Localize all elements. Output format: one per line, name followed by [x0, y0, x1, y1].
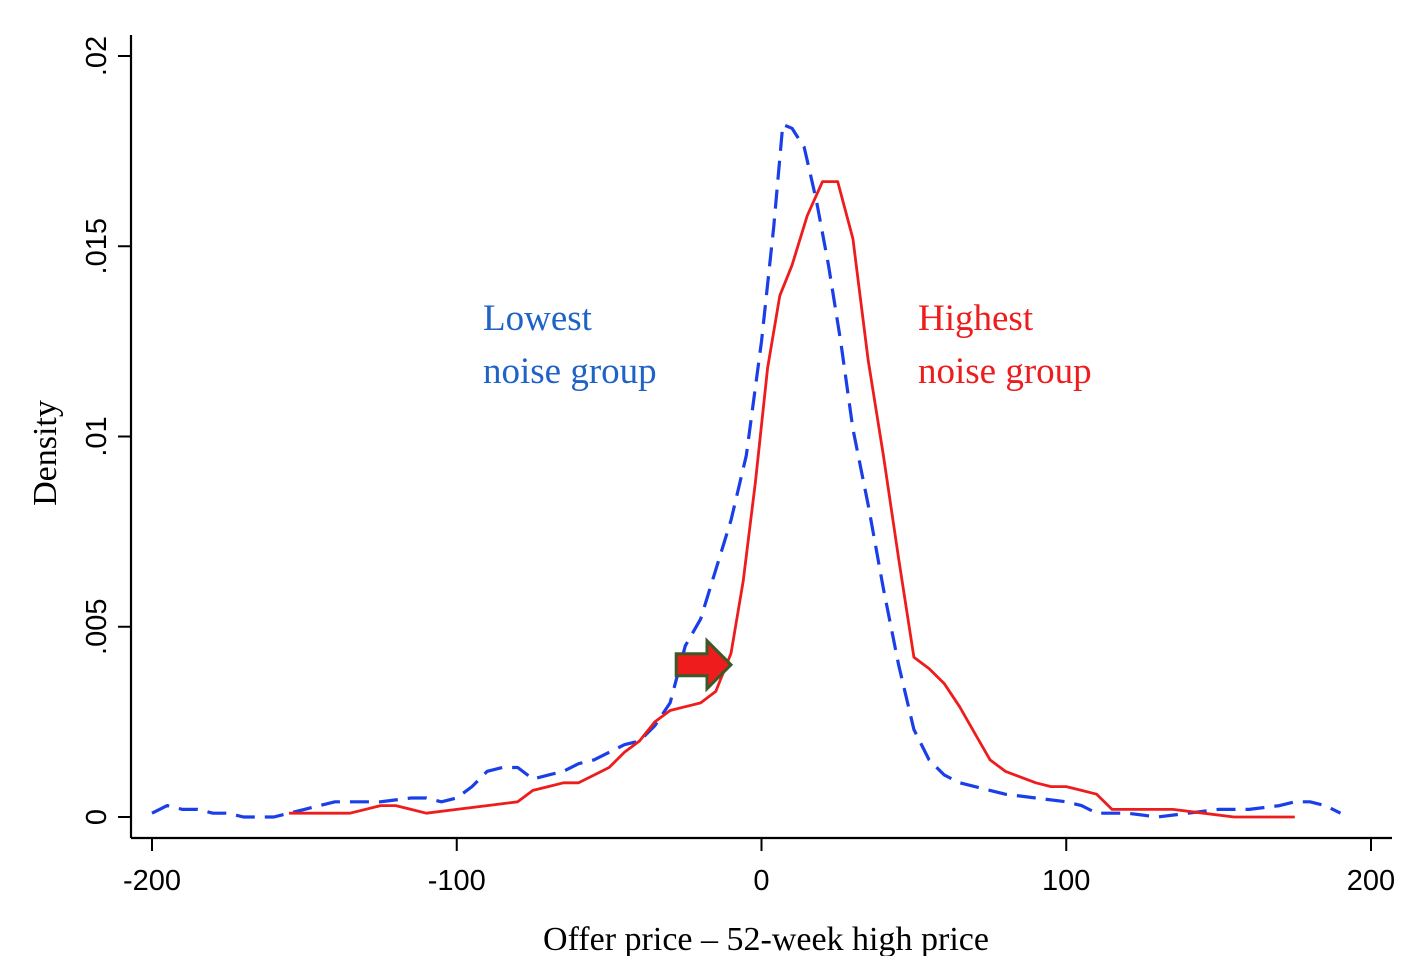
series-label-lowest-line1: Lowest — [483, 298, 593, 339]
series-label-lowest-line2: noise group — [483, 351, 657, 392]
y-axis-title: Density — [27, 400, 64, 506]
x-tick-label: -200 — [123, 865, 181, 897]
x-tick-label: 100 — [1042, 865, 1090, 897]
x-tick-label: 0 — [753, 865, 769, 897]
x-tick-label: 200 — [1347, 865, 1395, 897]
y-tick-label: .005 — [81, 599, 113, 655]
annotation-layer — [674, 637, 734, 693]
series-layer — [151, 122, 1342, 819]
x-tick-label: -100 — [428, 865, 486, 897]
x-axis-title: Offer price – 52-week high price — [543, 921, 989, 956]
y-tick-label: .02 — [81, 36, 113, 76]
x-ticks: -200 -100 0 100 200 — [123, 838, 1395, 897]
y-tick-label: 0 — [81, 809, 113, 825]
y-tick-label: .015 — [81, 218, 113, 274]
series-line-lowest-noise — [151, 122, 1342, 819]
y-tick-label: .01 — [81, 416, 113, 456]
y-ticks: 0 .005 .01 .015 .02 — [81, 36, 131, 825]
series-label-highest-line2: noise group — [918, 351, 1092, 392]
series-line-highest-noise — [289, 180, 1295, 819]
series-label-highest-line1: Highest — [918, 298, 1034, 339]
shift-arrow — [674, 637, 734, 693]
